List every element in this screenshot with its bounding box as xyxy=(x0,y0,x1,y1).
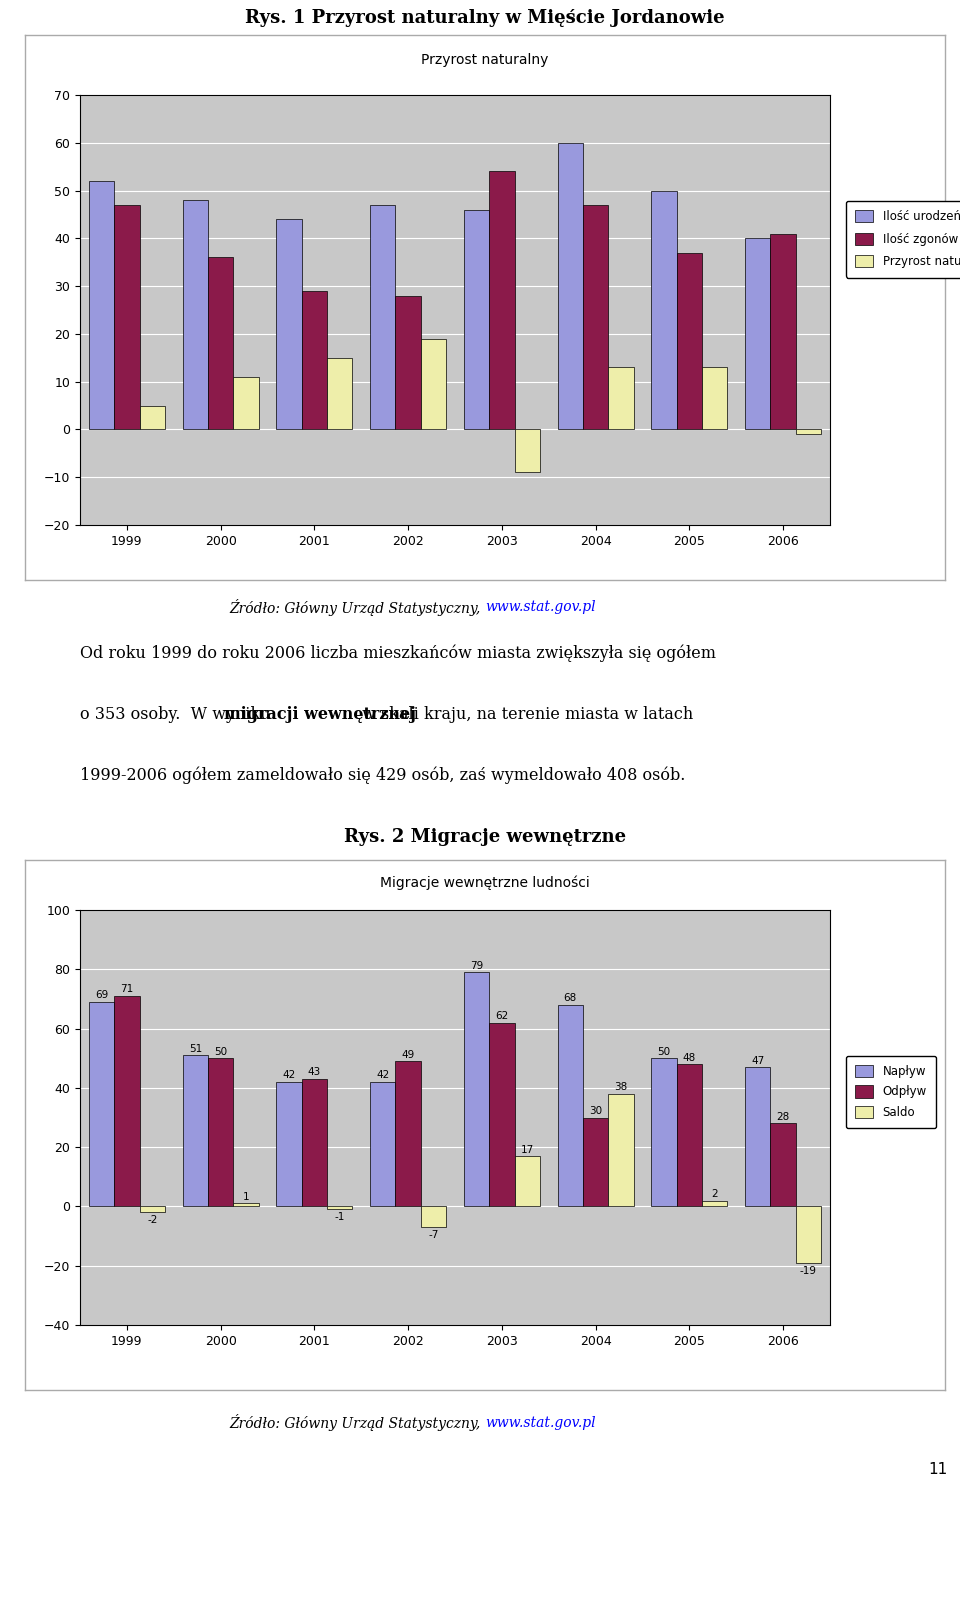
Bar xyxy=(558,1005,583,1206)
Text: Źródło: Główny Urząd Statystyczny,: Źródło: Główny Urząd Statystyczny, xyxy=(229,599,485,616)
Text: Rys. 2 Migracje wewnętrzne: Rys. 2 Migracje wewnętrzne xyxy=(344,829,626,846)
Text: 50: 50 xyxy=(658,1046,671,1057)
Text: -19: -19 xyxy=(800,1266,817,1276)
Bar xyxy=(771,1123,796,1206)
Bar xyxy=(609,367,634,430)
Text: 50: 50 xyxy=(214,1046,228,1057)
Bar xyxy=(89,180,114,430)
Bar xyxy=(396,1060,420,1206)
Bar xyxy=(745,1067,771,1206)
Text: -7: -7 xyxy=(428,1230,439,1241)
Bar xyxy=(490,171,515,430)
Text: 2: 2 xyxy=(711,1190,718,1199)
Text: o 353 osoby.  W wyniku: o 353 osoby. W wyniku xyxy=(81,706,276,723)
Bar xyxy=(182,200,208,430)
Text: 62: 62 xyxy=(495,1011,509,1020)
Bar xyxy=(371,1081,396,1206)
Bar xyxy=(796,1206,821,1263)
Bar xyxy=(702,1201,728,1206)
Text: 11: 11 xyxy=(928,1463,948,1477)
Bar xyxy=(139,1206,165,1212)
Bar xyxy=(583,204,609,430)
Text: 17: 17 xyxy=(520,1145,534,1155)
Bar xyxy=(301,291,327,430)
Text: 30: 30 xyxy=(589,1107,602,1116)
Bar xyxy=(702,367,728,430)
Text: w skali kraju, na terenie miasta w latach: w skali kraju, na terenie miasta w latac… xyxy=(356,706,693,723)
Bar xyxy=(327,1206,352,1209)
Bar xyxy=(89,1001,114,1206)
Bar xyxy=(652,190,677,430)
Bar xyxy=(371,204,396,430)
Text: 69: 69 xyxy=(95,990,108,1000)
Bar xyxy=(464,209,490,430)
Text: 47: 47 xyxy=(751,1056,764,1065)
Bar xyxy=(583,1118,609,1206)
Bar xyxy=(139,406,165,430)
Bar xyxy=(677,252,702,430)
Text: Od roku 1999 do roku 2006 liczba mieszkańców miasta zwiększyła się ogółem: Od roku 1999 do roku 2006 liczba mieszka… xyxy=(81,645,716,663)
Text: 48: 48 xyxy=(683,1052,696,1062)
Text: 51: 51 xyxy=(189,1044,202,1054)
Text: www.stat.gov.pl: www.stat.gov.pl xyxy=(485,600,595,615)
Bar xyxy=(182,1056,208,1206)
Text: Rys. 1 Przyrost naturalny w Mięście Jordanowie: Rys. 1 Przyrost naturalny w Mięście Jord… xyxy=(245,10,725,27)
Legend: Napływ, Odpływ, Saldo: Napływ, Odpływ, Saldo xyxy=(846,1056,936,1127)
Text: -2: -2 xyxy=(147,1215,157,1225)
Text: 38: 38 xyxy=(614,1083,628,1092)
Bar xyxy=(208,257,233,430)
Bar xyxy=(114,997,139,1206)
Bar xyxy=(558,142,583,430)
Bar xyxy=(464,973,490,1206)
Text: 1999-2006 ogółem zameldowało się 429 osób, zaś wymeldowało 408 osób.: 1999-2006 ogółem zameldowało się 429 osó… xyxy=(81,767,685,784)
Bar xyxy=(327,358,352,430)
Text: 79: 79 xyxy=(470,961,483,971)
Text: 49: 49 xyxy=(401,1049,415,1060)
Bar xyxy=(233,377,258,430)
Bar xyxy=(233,1204,258,1206)
Bar xyxy=(396,295,420,430)
Text: www.stat.gov.pl: www.stat.gov.pl xyxy=(485,1415,595,1429)
Text: Migracje wewnętrzne ludności: Migracje wewnętrzne ludności xyxy=(380,875,589,890)
Text: Przyrost naturalny: Przyrost naturalny xyxy=(421,53,549,67)
Bar xyxy=(301,1080,327,1206)
Bar xyxy=(609,1094,634,1206)
Bar xyxy=(771,233,796,430)
Text: 68: 68 xyxy=(564,993,577,1003)
Text: 28: 28 xyxy=(777,1112,790,1123)
Bar xyxy=(515,430,540,473)
Text: migracji wewnętrznej: migracji wewnętrznej xyxy=(224,706,416,723)
Bar xyxy=(114,204,139,430)
Bar xyxy=(420,339,446,430)
Bar xyxy=(677,1064,702,1206)
Text: 1: 1 xyxy=(243,1191,250,1203)
Bar xyxy=(652,1059,677,1206)
Legend: Ilość urodzeń, Ilość zgonów, Przyrost naturalny: Ilość urodzeń, Ilość zgonów, Przyrost na… xyxy=(846,201,960,278)
Text: 71: 71 xyxy=(120,984,133,995)
Bar xyxy=(796,430,821,434)
Bar xyxy=(420,1206,446,1226)
Text: Źródło: Główny Urząd Statystyczny,: Źródło: Główny Urząd Statystyczny, xyxy=(229,1413,485,1431)
Bar xyxy=(208,1059,233,1206)
Bar xyxy=(745,238,771,430)
Bar xyxy=(276,1081,301,1206)
Text: 42: 42 xyxy=(282,1070,296,1081)
Text: 43: 43 xyxy=(308,1067,321,1078)
Bar xyxy=(276,219,301,430)
Bar xyxy=(515,1156,540,1206)
Text: -1: -1 xyxy=(334,1212,345,1222)
Bar xyxy=(490,1022,515,1206)
Text: 42: 42 xyxy=(376,1070,390,1081)
